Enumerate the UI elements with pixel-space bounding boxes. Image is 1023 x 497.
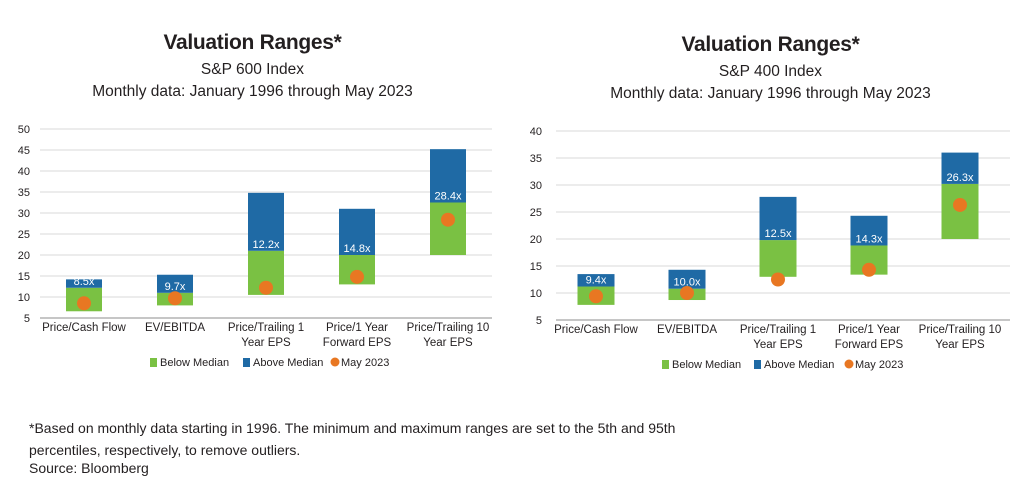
y-tick-label: 10: [530, 288, 542, 300]
bar-above-median: [430, 149, 466, 203]
legend-label: Below Median: [672, 359, 741, 371]
may-2023-point: [259, 280, 273, 295]
may-2023-point: [350, 269, 364, 284]
legend-label: Below Median: [160, 357, 229, 369]
legend-label: Above Median: [764, 359, 834, 371]
y-tick-label: 25: [530, 207, 542, 219]
x-category-label: Year EPS: [935, 339, 985, 351]
x-category-label: Price/Trailing 10: [407, 322, 490, 334]
may-2023-point: [168, 291, 182, 306]
y-tick-label: 20: [18, 250, 30, 262]
chart-subtitle: S&P 600 Index: [200, 61, 305, 78]
source-note: Source: Bloomberg: [29, 460, 149, 476]
x-category-label: Price/Trailing 1: [740, 324, 816, 336]
may-2023-point: [77, 296, 91, 311]
chart-title: Valuation Ranges*: [681, 33, 860, 56]
valuation-chart-sp400: 5 10 15 20 25 30 35 40 9.4x Price/Cash Flow 10.0x E…: [530, 126, 1010, 371]
data-label: 12.2x: [253, 239, 280, 251]
valuation-chart-sp600: 5 10 15 20 25 30 35 40 45 50 8.5x Price/Cash Flow 9.…: [18, 124, 492, 369]
y-tick-label: 15: [530, 261, 542, 273]
x-category-label: Forward EPS: [835, 339, 904, 351]
chart-panel-sp400: Valuation Ranges* S&P 400 Index Monthly …: [518, 0, 1023, 400]
y-tick-label: 35: [530, 153, 542, 165]
chart-subtitle: S&P 400 Index: [718, 63, 823, 80]
legend-swatch: [150, 358, 157, 367]
y-tick-label: 25: [18, 229, 30, 241]
x-category-label: Year EPS: [753, 339, 803, 351]
x-category-label: Year EPS: [423, 337, 473, 349]
data-label: 28.4x: [435, 191, 462, 203]
bar-below-median: [430, 202, 466, 255]
y-tick-label: 45: [18, 145, 30, 157]
may-2023-point: [441, 212, 455, 227]
x-category-label: EV/EBITDA: [657, 324, 717, 336]
data-label: 26.3x: [947, 172, 974, 184]
may-2023-point: [862, 262, 876, 277]
bar-above-median: [759, 196, 797, 241]
bar-above-median: [248, 192, 284, 251]
chart-title: Valuation Ranges*: [163, 31, 342, 54]
legend-swatch: [243, 358, 250, 367]
y-tick-label: 5: [536, 315, 542, 327]
bar-above-median: [577, 274, 615, 287]
bar-above-median: [157, 274, 193, 293]
data-label: 12.5x: [765, 228, 792, 240]
may-2023-point: [680, 286, 694, 300]
x-category-label: Price/Trailing 10: [919, 324, 1002, 336]
may-2023-point: [589, 289, 603, 304]
data-label: 10.0x: [674, 277, 701, 289]
data-label: 9.7x: [165, 281, 186, 293]
bar-above-median: [339, 208, 375, 255]
x-category-label: Price/Cash Flow: [554, 324, 638, 336]
legend-swatch: [844, 359, 854, 369]
x-category-label: EV/EBITDA: [145, 322, 205, 334]
chart-panel-sp600: Valuation Ranges* S&P 600 Index Monthly …: [0, 0, 505, 400]
legend-swatch: [662, 360, 669, 369]
y-tick-label: 35: [18, 187, 30, 199]
bar-below-median: [759, 240, 797, 277]
data-label: 9.4x: [586, 275, 607, 287]
may-2023-point: [953, 197, 967, 212]
x-category-label: Price/Cash Flow: [42, 322, 126, 334]
x-category-label: Price/1 Year: [326, 322, 388, 334]
data-label: 14.3x: [856, 233, 883, 245]
y-tick-label: 30: [530, 180, 542, 192]
bar-above-median: [941, 152, 979, 184]
y-tick-label: 50: [18, 124, 30, 136]
bar-above-median: [850, 215, 888, 246]
x-category-label: Forward EPS: [323, 337, 392, 349]
x-category-label: Year EPS: [241, 337, 291, 349]
y-tick-label: 20: [530, 234, 542, 246]
y-tick-label: 10: [18, 292, 30, 304]
bar-above-median: [66, 279, 102, 288]
chart-subtitle-period: Monthly data: January 1996 through May 2…: [610, 85, 931, 102]
data-label: 8.5x: [74, 276, 95, 288]
y-tick-label: 40: [530, 126, 542, 138]
legend-swatch: [754, 360, 761, 369]
legend-swatch: [330, 357, 340, 367]
y-tick-label: 5: [24, 313, 30, 325]
legend-label: May 2023: [341, 357, 389, 369]
may-2023-point: [771, 272, 785, 287]
x-category-label: Price/Trailing 1: [228, 322, 304, 334]
y-tick-label: 30: [18, 208, 30, 220]
bar-above-median: [668, 269, 706, 289]
footnote: *Based on monthly data starting in 1996.…: [29, 420, 676, 458]
chart-subtitle-period: Monthly data: January 1996 through May 2…: [92, 83, 413, 100]
y-tick-label: 15: [18, 271, 30, 283]
legend-label: May 2023: [855, 359, 903, 371]
data-label: 14.8x: [344, 243, 371, 255]
y-tick-label: 40: [18, 166, 30, 178]
legend-label: Above Median: [253, 357, 323, 369]
x-category-label: Price/1 Year: [838, 324, 900, 336]
